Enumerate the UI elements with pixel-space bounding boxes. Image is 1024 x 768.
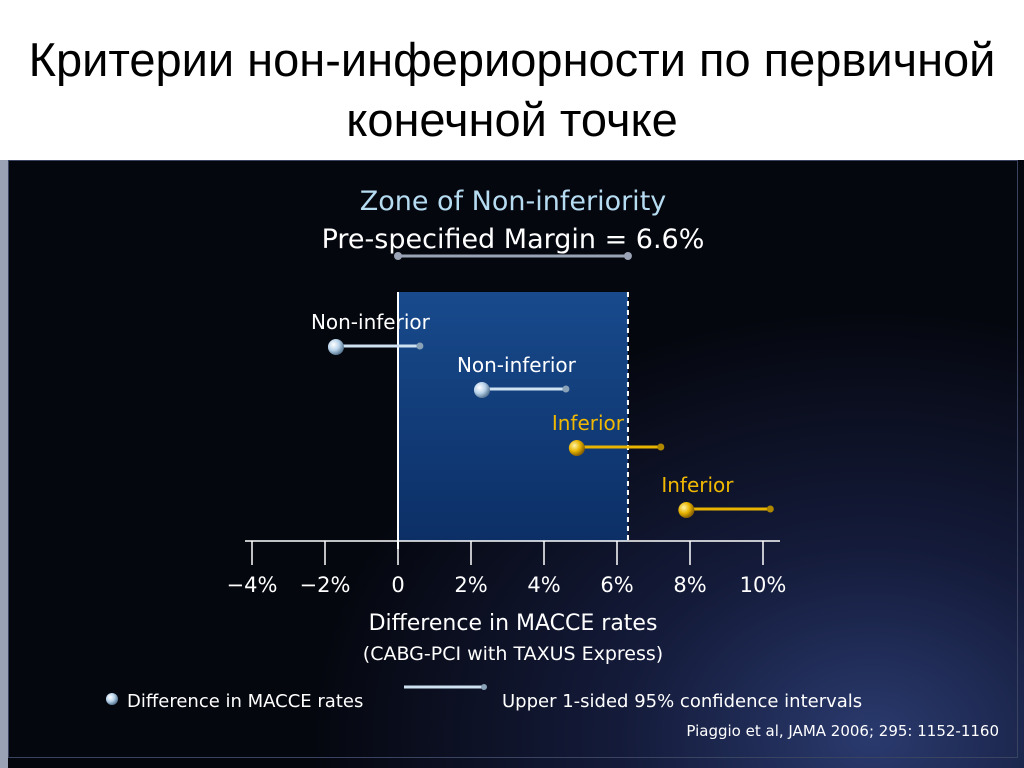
margin-bracket-right-cap [623, 252, 632, 260]
chart-subheader: Pre-specified Margin = 6.6% [322, 224, 705, 255]
legend-point-marker [106, 693, 118, 705]
non-inferiority-zone [398, 292, 628, 541]
example-label: Inferior [552, 411, 625, 435]
ci-upper-cap [562, 385, 570, 393]
x-tick-label: −4% [227, 573, 278, 597]
slide-title: Критерии нон-инфериорности по первичной … [28, 33, 996, 146]
x-tick-label: 2% [454, 573, 487, 597]
ci-upper-cap [766, 505, 774, 513]
example-label: Non-inferior [457, 353, 577, 377]
chart-header: Zone of Non-inferiority [360, 186, 667, 217]
ci-upper-cap [416, 342, 424, 350]
example-label: Inferior [661, 473, 734, 497]
citation: Piaggio et al, JAMA 2006; 295: 1152-1160 [686, 722, 999, 740]
legend-interval-label: Upper 1-sided 95% confidence intervals [502, 691, 862, 712]
example-label: Non-inferior [311, 310, 431, 334]
x-tick-label: 8% [673, 573, 706, 597]
legend-interval-cap [481, 684, 487, 690]
x-tick-label: 10% [740, 573, 787, 597]
x-tick-label: 4% [527, 573, 560, 597]
examples: Non-inferior Non-inferior Inferior Inferior [311, 310, 774, 518]
ci-upper-cap [657, 443, 665, 451]
x-tick-label: 0 [391, 573, 404, 597]
point-estimate [568, 440, 585, 456]
x-tick-label: 6% [600, 573, 633, 597]
point-estimate [473, 382, 490, 398]
margin-bracket [394, 252, 632, 260]
margin-bracket-left-cap [394, 252, 402, 260]
x-tick-label: −2% [300, 573, 351, 597]
legend-point-label: Difference in MACCE rates [127, 691, 363, 712]
x-ticks: −4% −2% 0 2% 4% 6% 8% 10% [227, 541, 787, 597]
x-axis-label: Difference in MACCE rates [369, 611, 658, 636]
point-estimate [327, 339, 344, 355]
x-axis-sublabel: (CABG-PCI with TAXUS Express) [363, 643, 663, 665]
point-estimate [678, 502, 695, 518]
